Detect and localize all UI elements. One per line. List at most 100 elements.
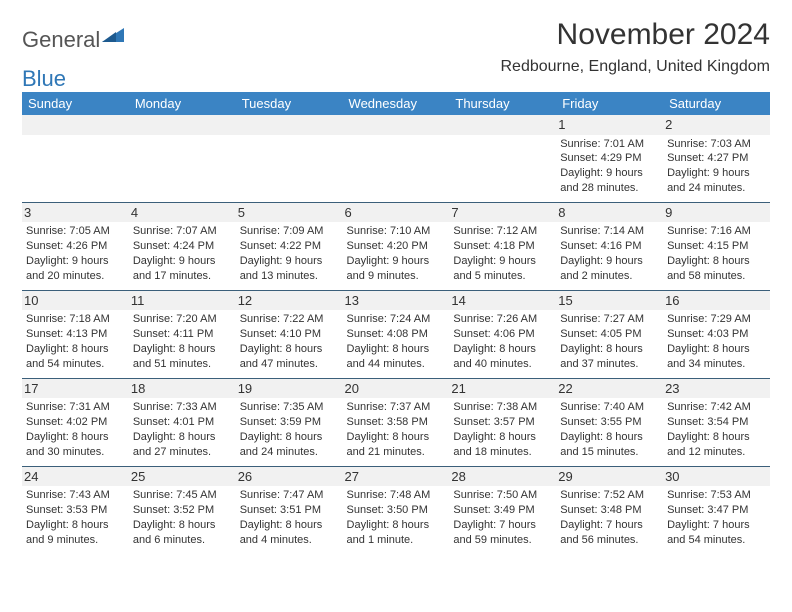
- daylight-line: Daylight: 9 hours and 24 minutes.: [667, 166, 766, 196]
- day-number: 1: [556, 115, 663, 135]
- sunrise-line: Sunrise: 7:38 AM: [453, 400, 552, 415]
- daylight-line: Daylight: 8 hours and 54 minutes.: [26, 342, 125, 372]
- sunrise-line: Sunrise: 7:18 AM: [26, 312, 125, 327]
- day-number: 4: [129, 203, 236, 223]
- day-details: Sunrise: 7:53 AMSunset: 3:47 PMDaylight:…: [667, 488, 766, 547]
- sunrise-line: Sunrise: 7:31 AM: [26, 400, 125, 415]
- daylight-line: Daylight: 8 hours and 34 minutes.: [667, 342, 766, 372]
- logo-triangle-icon: [102, 26, 124, 47]
- day-number: 16: [663, 291, 770, 311]
- sunrise-line: Sunrise: 7:42 AM: [667, 400, 766, 415]
- day-number: 14: [449, 291, 556, 311]
- day-details: Sunrise: 7:33 AMSunset: 4:01 PMDaylight:…: [133, 400, 232, 459]
- day-number: 28: [449, 467, 556, 487]
- day-details: Sunrise: 7:38 AMSunset: 3:57 PMDaylight:…: [453, 400, 552, 459]
- daylight-line: Daylight: 9 hours and 5 minutes.: [453, 254, 552, 284]
- sunrise-line: Sunrise: 7:40 AM: [560, 400, 659, 415]
- calendar-cell: 9Sunrise: 7:16 AMSunset: 4:15 PMDaylight…: [663, 202, 770, 290]
- logo: General: [22, 18, 124, 53]
- daylight-line: Daylight: 9 hours and 2 minutes.: [560, 254, 659, 284]
- daylight-line: Daylight: 9 hours and 28 minutes.: [560, 166, 659, 196]
- sunrise-line: Sunrise: 7:27 AM: [560, 312, 659, 327]
- sunrise-line: Sunrise: 7:35 AM: [240, 400, 339, 415]
- calendar-cell: 21Sunrise: 7:38 AMSunset: 3:57 PMDayligh…: [449, 378, 556, 466]
- sunset-line: Sunset: 4:22 PM: [240, 239, 339, 254]
- sunset-line: Sunset: 4:05 PM: [560, 327, 659, 342]
- calendar-cell: 10Sunrise: 7:18 AMSunset: 4:13 PMDayligh…: [22, 290, 129, 378]
- sunrise-line: Sunrise: 7:43 AM: [26, 488, 125, 503]
- calendar-cell: [236, 115, 343, 202]
- day-number: 23: [663, 379, 770, 399]
- sunrise-line: Sunrise: 7:45 AM: [133, 488, 232, 503]
- day-number: 15: [556, 291, 663, 311]
- daylight-line: Daylight: 8 hours and 12 minutes.: [667, 430, 766, 460]
- day-details: Sunrise: 7:45 AMSunset: 3:52 PMDaylight:…: [133, 488, 232, 547]
- day-header-tuesday: Tuesday: [236, 92, 343, 115]
- day-details: Sunrise: 7:14 AMSunset: 4:16 PMDaylight:…: [560, 224, 659, 283]
- daylight-line: Daylight: 8 hours and 51 minutes.: [133, 342, 232, 372]
- sunset-line: Sunset: 3:49 PM: [453, 503, 552, 518]
- day-details: Sunrise: 7:48 AMSunset: 3:50 PMDaylight:…: [347, 488, 446, 547]
- day-details: Sunrise: 7:40 AMSunset: 3:55 PMDaylight:…: [560, 400, 659, 459]
- sunrise-line: Sunrise: 7:20 AM: [133, 312, 232, 327]
- calendar-cell: 30Sunrise: 7:53 AMSunset: 3:47 PMDayligh…: [663, 466, 770, 553]
- sunrise-line: Sunrise: 7:07 AM: [133, 224, 232, 239]
- calendar-table: SundayMondayTuesdayWednesdayThursdayFrid…: [22, 92, 770, 554]
- sunrise-line: Sunrise: 7:47 AM: [240, 488, 339, 503]
- logo-text-general: General: [22, 27, 100, 53]
- daylight-line: Daylight: 8 hours and 27 minutes.: [133, 430, 232, 460]
- sunset-line: Sunset: 3:57 PM: [453, 415, 552, 430]
- calendar-cell: 6Sunrise: 7:10 AMSunset: 4:20 PMDaylight…: [343, 202, 450, 290]
- sunset-line: Sunset: 4:02 PM: [26, 415, 125, 430]
- daylight-line: Daylight: 8 hours and 30 minutes.: [26, 430, 125, 460]
- sunset-line: Sunset: 3:53 PM: [26, 503, 125, 518]
- calendar-cell: 4Sunrise: 7:07 AMSunset: 4:24 PMDaylight…: [129, 202, 236, 290]
- day-details: Sunrise: 7:10 AMSunset: 4:20 PMDaylight:…: [347, 224, 446, 283]
- title-block: November 2024 Redbourne, England, United…: [500, 18, 770, 86]
- calendar-cell: 5Sunrise: 7:09 AMSunset: 4:22 PMDaylight…: [236, 202, 343, 290]
- day-details: Sunrise: 7:29 AMSunset: 4:03 PMDaylight:…: [667, 312, 766, 371]
- sunset-line: Sunset: 4:24 PM: [133, 239, 232, 254]
- sunset-line: Sunset: 4:20 PM: [347, 239, 446, 254]
- day-details: Sunrise: 7:31 AMSunset: 4:02 PMDaylight:…: [26, 400, 125, 459]
- calendar-cell: 3Sunrise: 7:05 AMSunset: 4:26 PMDaylight…: [22, 202, 129, 290]
- sunrise-line: Sunrise: 7:26 AM: [453, 312, 552, 327]
- day-number: 27: [343, 467, 450, 487]
- sunset-line: Sunset: 4:29 PM: [560, 151, 659, 166]
- calendar-cell: 2Sunrise: 7:03 AMSunset: 4:27 PMDaylight…: [663, 115, 770, 202]
- daylight-line: Daylight: 8 hours and 15 minutes.: [560, 430, 659, 460]
- logo-text-blue: Blue: [22, 66, 66, 92]
- sunrise-line: Sunrise: 7:37 AM: [347, 400, 446, 415]
- sunrise-line: Sunrise: 7:12 AM: [453, 224, 552, 239]
- calendar-cell: 13Sunrise: 7:24 AMSunset: 4:08 PMDayligh…: [343, 290, 450, 378]
- day-header-wednesday: Wednesday: [343, 92, 450, 115]
- calendar-cell: 27Sunrise: 7:48 AMSunset: 3:50 PMDayligh…: [343, 466, 450, 553]
- day-number: 6: [343, 203, 450, 223]
- day-number: 25: [129, 467, 236, 487]
- daylight-line: Daylight: 9 hours and 20 minutes.: [26, 254, 125, 284]
- calendar-row: 17Sunrise: 7:31 AMSunset: 4:02 PMDayligh…: [22, 378, 770, 466]
- empty-day-header: [129, 115, 236, 135]
- sunset-line: Sunset: 4:13 PM: [26, 327, 125, 342]
- calendar-cell: 26Sunrise: 7:47 AMSunset: 3:51 PMDayligh…: [236, 466, 343, 553]
- daylight-line: Daylight: 7 hours and 54 minutes.: [667, 518, 766, 548]
- day-number: 20: [343, 379, 450, 399]
- sunset-line: Sunset: 3:54 PM: [667, 415, 766, 430]
- daylight-line: Daylight: 7 hours and 56 minutes.: [560, 518, 659, 548]
- day-details: Sunrise: 7:47 AMSunset: 3:51 PMDaylight:…: [240, 488, 339, 547]
- empty-day-header: [22, 115, 129, 135]
- calendar-cell: 19Sunrise: 7:35 AMSunset: 3:59 PMDayligh…: [236, 378, 343, 466]
- day-details: Sunrise: 7:07 AMSunset: 4:24 PMDaylight:…: [133, 224, 232, 283]
- calendar-cell: 20Sunrise: 7:37 AMSunset: 3:58 PMDayligh…: [343, 378, 450, 466]
- daylight-line: Daylight: 9 hours and 17 minutes.: [133, 254, 232, 284]
- sunrise-line: Sunrise: 7:53 AM: [667, 488, 766, 503]
- sunrise-line: Sunrise: 7:10 AM: [347, 224, 446, 239]
- calendar-cell: 29Sunrise: 7:52 AMSunset: 3:48 PMDayligh…: [556, 466, 663, 553]
- sunrise-line: Sunrise: 7:09 AM: [240, 224, 339, 239]
- day-number: 17: [22, 379, 129, 399]
- sunset-line: Sunset: 4:27 PM: [667, 151, 766, 166]
- sunrise-line: Sunrise: 7:22 AM: [240, 312, 339, 327]
- daylight-line: Daylight: 8 hours and 37 minutes.: [560, 342, 659, 372]
- day-number: 7: [449, 203, 556, 223]
- sunset-line: Sunset: 4:15 PM: [667, 239, 766, 254]
